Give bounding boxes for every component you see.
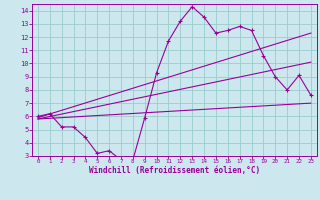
X-axis label: Windchill (Refroidissement éolien,°C): Windchill (Refroidissement éolien,°C) xyxy=(89,166,260,175)
